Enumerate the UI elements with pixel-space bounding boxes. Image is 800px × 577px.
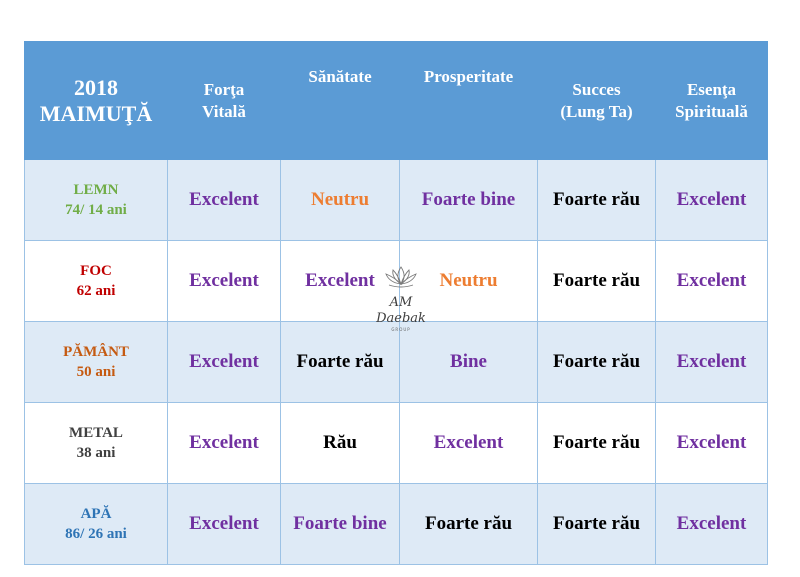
header-label-line1: Prosperitate bbox=[424, 67, 513, 86]
value-sanatate: Neutru bbox=[281, 160, 400, 241]
header-succes: Succes (Lung Ta) bbox=[538, 42, 656, 160]
header-label-line1: Forţa bbox=[204, 80, 245, 99]
row-pamant: PĂMÂNT 50 ani Excelent Foarte rău Bine F… bbox=[25, 322, 768, 403]
value-sanatate: Excelent bbox=[281, 241, 400, 322]
value-esenta: Excelent bbox=[656, 160, 768, 241]
value-prosperitate: Foarte rău bbox=[400, 484, 538, 565]
header-label-line2: Vitală bbox=[202, 102, 246, 121]
value-succes: Foarte rău bbox=[538, 241, 656, 322]
header-forta-vitala: Forţa Vitală bbox=[168, 42, 281, 160]
element-ages: 38 ani bbox=[77, 445, 116, 461]
element-cell: PĂMÂNT 50 ani bbox=[25, 322, 168, 403]
element-name: APĂ bbox=[81, 506, 112, 522]
row-metal: METAL 38 ani Excelent Rău Excelent Foart… bbox=[25, 403, 768, 484]
header-sanatate: Sănătate bbox=[281, 42, 400, 160]
value-sanatate: Rău bbox=[281, 403, 400, 484]
header-label-line1: Esenţa bbox=[687, 80, 736, 99]
header-year-sign: 2018 MAIMUŢĂ bbox=[25, 42, 168, 160]
value-sanatate: Foarte bine bbox=[281, 484, 400, 565]
value-prosperitate: Neutru bbox=[400, 241, 538, 322]
value-forta-vitala: Excelent bbox=[168, 241, 281, 322]
forecast-table: 2018 MAIMUŢĂ Forţa Vitală Sănătate Prosp… bbox=[24, 41, 768, 565]
value-succes: Foarte rău bbox=[538, 160, 656, 241]
value-esenta: Excelent bbox=[656, 403, 768, 484]
element-name: METAL bbox=[69, 425, 123, 441]
value-prosperitate: Foarte bine bbox=[400, 160, 538, 241]
value-sanatate: Foarte rău bbox=[281, 322, 400, 403]
value-succes: Foarte rău bbox=[538, 322, 656, 403]
header-prosperitate: Prosperitate bbox=[400, 42, 538, 160]
value-prosperitate: Bine bbox=[400, 322, 538, 403]
header-label-line2: Spirituală bbox=[675, 102, 748, 121]
element-cell: METAL 38 ani bbox=[25, 403, 168, 484]
row-apa: APĂ 86/ 26 ani Excelent Foarte bine Foar… bbox=[25, 484, 768, 565]
element-cell: APĂ 86/ 26 ani bbox=[25, 484, 168, 565]
value-forta-vitala: Excelent bbox=[168, 484, 281, 565]
header-sign: MAIMUŢĂ bbox=[40, 101, 152, 126]
header-label-line1: Sănătate bbox=[308, 67, 371, 86]
element-name: LEMN bbox=[74, 182, 119, 198]
element-name: FOC bbox=[80, 263, 112, 279]
element-name: PĂMÂNT bbox=[63, 344, 129, 360]
value-forta-vitala: Excelent bbox=[168, 403, 281, 484]
header-esenta-spirituala: Esenţa Spirituală bbox=[656, 42, 768, 160]
header-label-line1: Succes bbox=[572, 80, 620, 99]
header-label-line2: (Lung Ta) bbox=[560, 102, 632, 121]
value-succes: Foarte rău bbox=[538, 403, 656, 484]
header-row: 2018 MAIMUŢĂ Forţa Vitală Sănătate Prosp… bbox=[25, 42, 768, 160]
row-foc: FOC 62 ani Excelent Excelent Neutru Foar… bbox=[25, 241, 768, 322]
element-cell: FOC 62 ani bbox=[25, 241, 168, 322]
value-esenta: Excelent bbox=[656, 322, 768, 403]
value-prosperitate: Excelent bbox=[400, 403, 538, 484]
element-ages: 86/ 26 ani bbox=[65, 526, 127, 542]
value-forta-vitala: Excelent bbox=[168, 322, 281, 403]
element-ages: 50 ani bbox=[77, 364, 116, 380]
element-ages: 74/ 14 ani bbox=[65, 202, 127, 218]
value-esenta: Excelent bbox=[656, 484, 768, 565]
element-ages: 62 ani bbox=[77, 283, 116, 299]
row-lemn: LEMN 74/ 14 ani Excelent Neutru Foarte b… bbox=[25, 160, 768, 241]
value-succes: Foarte rău bbox=[538, 484, 656, 565]
header-year: 2018 bbox=[74, 75, 118, 100]
element-cell: LEMN 74/ 14 ani bbox=[25, 160, 168, 241]
value-esenta: Excelent bbox=[656, 241, 768, 322]
value-forta-vitala: Excelent bbox=[168, 160, 281, 241]
